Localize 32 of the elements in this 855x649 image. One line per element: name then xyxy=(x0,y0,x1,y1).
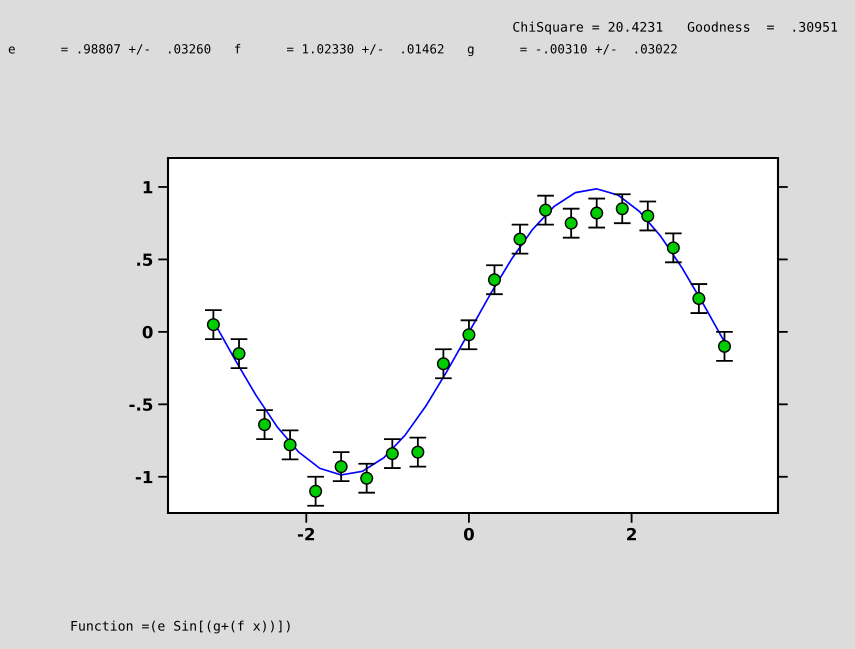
point xyxy=(488,273,501,286)
point xyxy=(641,209,654,222)
point xyxy=(309,484,322,498)
point xyxy=(436,357,450,370)
y-tick-label: 0 xyxy=(142,326,153,338)
point xyxy=(232,347,246,360)
text: ChiSquare = 20.4231 Goodness = .30951 xyxy=(513,22,838,34)
point xyxy=(206,318,220,332)
point xyxy=(334,460,348,474)
text: Function =(e Sin[(g+(f x))]) xyxy=(72,620,290,634)
y-tick-label: .5 xyxy=(137,254,152,266)
point xyxy=(616,202,629,216)
x-tick-label: 0 xyxy=(464,528,474,540)
point xyxy=(284,438,297,452)
y-tick-label: 1 xyxy=(144,181,152,194)
point xyxy=(590,206,604,220)
text: e = .98807 +/- .03260 f = 1.02330 +/- .01462 g = -.00310 +/- .03022 xyxy=(8,44,677,56)
y-tick-label: -.5 xyxy=(129,398,152,411)
point xyxy=(258,418,272,432)
point xyxy=(386,447,399,460)
point xyxy=(718,340,731,353)
x-tick-label: -2 xyxy=(298,528,314,540)
point xyxy=(692,292,706,306)
point xyxy=(360,472,374,485)
point xyxy=(462,328,476,342)
y-tick-label: -1 xyxy=(136,470,152,484)
x-tick-label: 2 xyxy=(627,528,636,540)
point xyxy=(539,204,552,217)
point xyxy=(666,241,680,254)
point xyxy=(411,446,424,459)
point xyxy=(564,216,578,230)
point xyxy=(514,232,527,246)
